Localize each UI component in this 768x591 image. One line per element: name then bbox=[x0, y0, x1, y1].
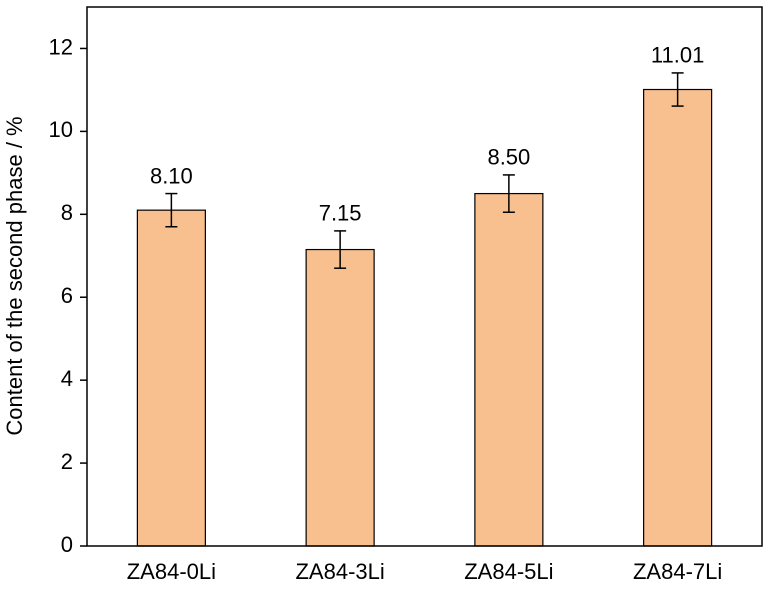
value-label: 8.10 bbox=[150, 163, 193, 188]
bar bbox=[474, 192, 544, 547]
value-label: 11.01 bbox=[651, 43, 704, 68]
value-label: 8.50 bbox=[487, 145, 530, 170]
x-tick-label: ZA84-7Li bbox=[633, 559, 722, 584]
value-label: 7.15 bbox=[319, 201, 362, 226]
error-bar bbox=[165, 192, 178, 228]
y-tick-label: 4 bbox=[61, 366, 73, 391]
plot-frame bbox=[86, 6, 763, 547]
x-tick-label: ZA84-3Li bbox=[295, 559, 384, 584]
x-tick-label: ZA84-5Li bbox=[464, 559, 553, 584]
x-tick-label: ZA84-0Li bbox=[127, 559, 216, 584]
bar bbox=[643, 88, 713, 547]
y-tick-label: 0 bbox=[61, 532, 73, 557]
bar bbox=[136, 209, 206, 547]
error-bar bbox=[502, 174, 515, 213]
y-tick-label: 12 bbox=[49, 34, 73, 59]
bar bbox=[305, 248, 375, 547]
error-bar bbox=[671, 72, 684, 107]
error-bar bbox=[334, 230, 347, 269]
y-tick-label: 8 bbox=[61, 200, 73, 225]
y-tick-label: 10 bbox=[49, 117, 73, 142]
y-tick-label: 2 bbox=[61, 449, 73, 474]
y-tick-label: 6 bbox=[61, 283, 73, 308]
y-axis-label: Content of the second phase / % bbox=[2, 116, 27, 435]
